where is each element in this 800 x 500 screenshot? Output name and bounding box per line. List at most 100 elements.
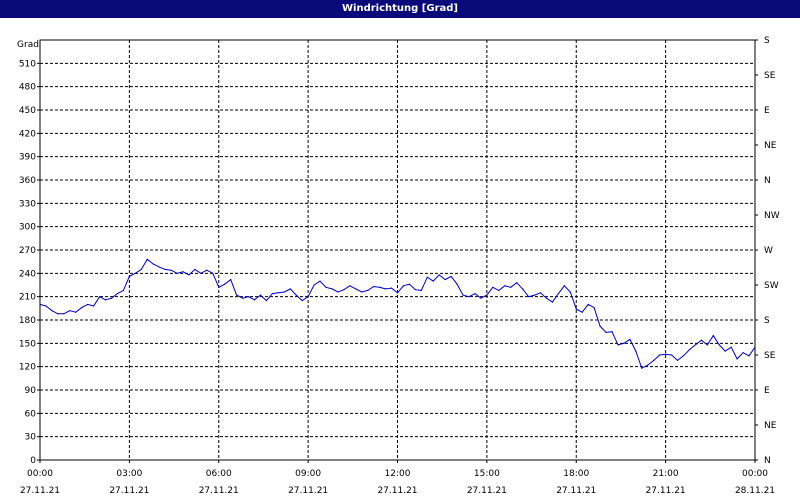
data-point [587, 303, 589, 306]
right-tick-label: SE [764, 351, 776, 361]
y-axis-label: Grad [17, 40, 39, 50]
data-point [551, 301, 554, 303]
data-point [277, 292, 279, 294]
data-point [224, 283, 226, 285]
x-tick-date: 27.11.21 [109, 486, 149, 496]
data-point [289, 288, 291, 290]
data-point [730, 346, 732, 348]
data-point [110, 297, 113, 299]
data-point [104, 299, 107, 301]
data-point [319, 280, 321, 282]
x-tick-time: 21:00 [653, 469, 679, 479]
right-tick-label: N [764, 456, 771, 466]
data-point [742, 352, 744, 354]
data-point [706, 344, 708, 346]
data-point [623, 342, 625, 344]
data-point [504, 285, 506, 287]
data-point [593, 306, 595, 309]
y-tick-label: 270 [19, 246, 36, 256]
data-point [426, 276, 428, 278]
data-point [665, 353, 667, 355]
data-point [700, 339, 702, 341]
data-point [444, 278, 446, 281]
x-tick-time: 00:00 [742, 469, 768, 479]
x-tick-time: 15:00 [474, 469, 500, 479]
data-point [516, 282, 518, 284]
data-point [158, 266, 160, 268]
data-point [522, 288, 524, 290]
data-point [533, 294, 536, 296]
data-point [420, 289, 422, 292]
data-point [230, 278, 232, 281]
data-point [653, 359, 655, 362]
data-point [81, 306, 83, 309]
data-point [688, 348, 691, 351]
data-point [581, 311, 583, 313]
x-tick-date: 27.11.21 [556, 486, 596, 496]
data-point [93, 305, 95, 307]
data-point [206, 269, 208, 271]
x-tick-time: 03:00 [116, 469, 142, 479]
data-point [390, 287, 393, 289]
y-tick-label: 510 [19, 59, 36, 69]
x-tick-time: 09:00 [295, 469, 321, 479]
data-point [164, 268, 166, 271]
y-tick-label: 60 [25, 409, 37, 419]
data-point [271, 292, 273, 295]
data-point [492, 286, 494, 288]
data-point [670, 354, 673, 356]
data-point [438, 274, 440, 276]
data-point [128, 275, 130, 278]
x-tick-date: 27.11.21 [646, 486, 686, 496]
data-point [57, 313, 59, 315]
right-tick-label: W [764, 246, 773, 256]
x-tick-date: 27.11.21 [288, 486, 328, 496]
data-point [676, 359, 679, 362]
x-tick-time: 06:00 [206, 469, 232, 479]
data-point [557, 292, 559, 295]
data-point [724, 350, 726, 352]
data-point [265, 299, 268, 302]
y-tick-label: 210 [19, 293, 36, 303]
data-point [486, 294, 488, 296]
data-point [331, 288, 333, 290]
data-point [194, 268, 196, 271]
y-tick-label: 150 [19, 339, 36, 349]
y-tick-label: 180 [19, 316, 36, 326]
data-point [605, 331, 607, 334]
data-point [379, 286, 381, 288]
data-point [384, 288, 387, 290]
data-point [694, 344, 697, 346]
right-tick-label: N [764, 176, 771, 186]
data-point [396, 292, 399, 294]
data-point [361, 291, 363, 293]
data-point [218, 286, 220, 288]
y-tick-label: 90 [25, 386, 37, 396]
data-point [182, 271, 184, 273]
data-point [402, 285, 405, 287]
data-point [563, 285, 565, 287]
data-point [599, 325, 601, 327]
data-point [718, 344, 720, 346]
right-tick-label: NW [764, 211, 780, 221]
y-tick-label: 30 [25, 433, 37, 443]
data-point [152, 263, 154, 265]
y-tick-label: 300 [19, 223, 36, 233]
data-point [98, 296, 101, 298]
data-point [736, 358, 738, 360]
data-point [414, 289, 416, 291]
data-point [510, 286, 512, 288]
data-point [468, 296, 470, 298]
data-point [462, 294, 464, 296]
y-tick-label: 480 [19, 83, 36, 93]
x-tick-time: 00:00 [27, 469, 53, 479]
data-point [170, 269, 172, 271]
data-point [575, 308, 577, 310]
data-point [325, 286, 327, 288]
data-point [140, 268, 142, 271]
data-point [498, 289, 500, 292]
data-point [569, 291, 571, 293]
y-tick-label: 120 [19, 363, 36, 373]
data-point [259, 294, 262, 296]
data-point [69, 310, 71, 312]
